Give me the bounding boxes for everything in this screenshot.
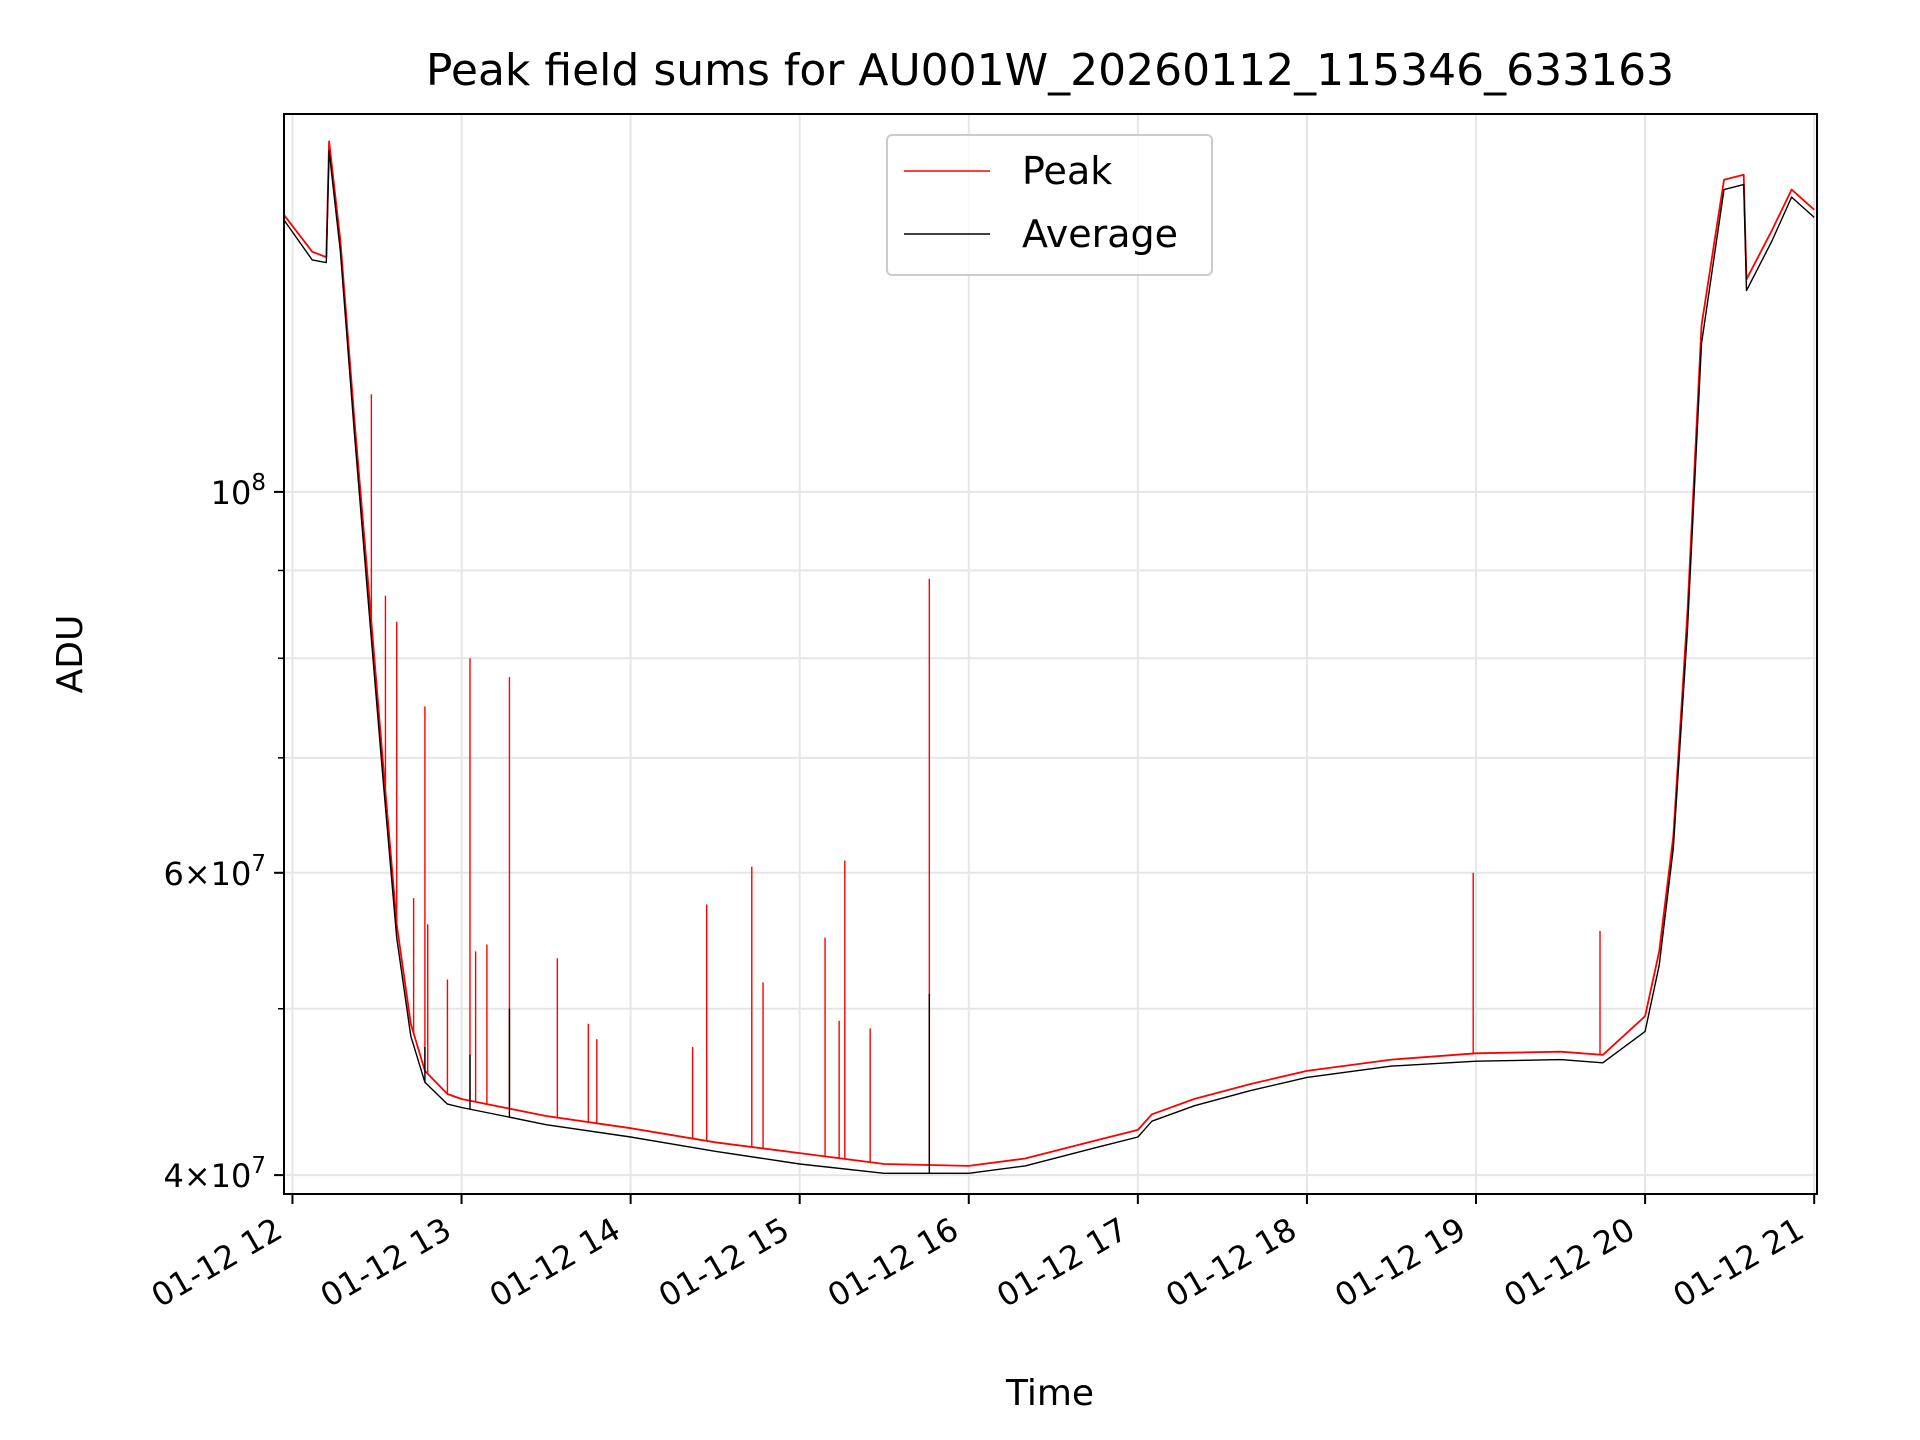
x-axis-label: Time — [1005, 1373, 1094, 1414]
x-tick-label: 01-12 18 — [1159, 1210, 1303, 1315]
y-tick-label: 108 — [211, 470, 266, 512]
series-line-average — [283, 150, 1815, 1175]
chart-title: Peak field sums for AU001W_20260112_1153… — [426, 45, 1674, 96]
x-tick-label: 01-12 14 — [483, 1210, 627, 1315]
y-tick-label: 4×107 — [163, 1153, 266, 1195]
x-tick-label: 01-12 12 — [145, 1210, 289, 1315]
x-axis: 01-12 12 01-12 13 01-12 14 01-12 15 01-12 16… — [145, 1194, 1816, 1315]
series-line-peak — [283, 140, 1815, 1167]
y-axis: 4×107 6×107 108 — [163, 470, 284, 1195]
x-tick-label: 01-12 15 — [652, 1210, 796, 1315]
legend: Peak Average — [886, 134, 1213, 276]
legend-label-peak: Peak — [1022, 149, 1112, 193]
x-tick-label: 01-12 20 — [1498, 1210, 1642, 1315]
y-tick-label: 6×107 — [163, 851, 266, 893]
x-tick-label: 01-12 13 — [314, 1210, 458, 1315]
series-layer — [283, 140, 1815, 1175]
plot-frame — [283, 113, 1818, 1195]
legend-box — [886, 134, 1213, 276]
y-axis-label: ADU — [50, 615, 91, 694]
x-tick-label: 01-12 17 — [990, 1210, 1134, 1315]
legend-label-average: Average — [1022, 212, 1178, 256]
x-tick-label: 01-12 21 — [1667, 1210, 1811, 1315]
x-tick-label: 01-12 16 — [821, 1210, 965, 1315]
grid — [284, 114, 1817, 1194]
x-tick-label: 01-12 19 — [1328, 1210, 1472, 1315]
